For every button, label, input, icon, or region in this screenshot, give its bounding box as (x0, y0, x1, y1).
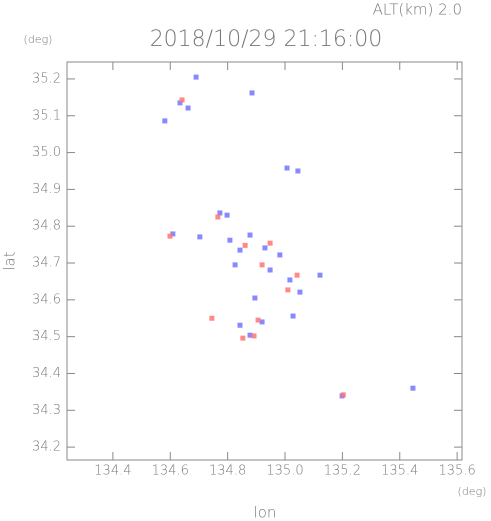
radar-point (277, 252, 283, 258)
radar-point (340, 392, 346, 398)
y-axis-title: lat (1, 251, 19, 270)
radar-point (227, 237, 233, 243)
y-tick-label: 35.1 (32, 108, 61, 123)
radar-point (240, 335, 246, 341)
x-tick-label: 134.6 (152, 464, 189, 479)
radar-point (167, 233, 173, 239)
radar-point (259, 319, 265, 325)
chart-subtitle: ALT(km) 2.0 (373, 1, 462, 19)
radar-point (295, 168, 301, 174)
y-tick-label: 34.5 (32, 329, 61, 344)
radar-point (237, 322, 243, 328)
x-unit: (deg) (458, 485, 487, 498)
radar-point (170, 231, 176, 237)
radar-point (317, 272, 323, 278)
radar-point (177, 100, 183, 106)
radar-point (290, 313, 296, 319)
radar-point (185, 105, 191, 111)
x-tick-label: 134.8 (209, 464, 246, 479)
chart-title: 2018/10/29 21:16:00 (150, 27, 383, 52)
y-unit: (deg) (24, 33, 53, 46)
y-tick-label: 34.3 (32, 403, 61, 418)
x-tick-label: 135.6 (439, 464, 476, 479)
radar-point (267, 240, 273, 246)
x-tick-label: 135.0 (266, 464, 303, 479)
radar-point (285, 287, 291, 293)
plot-frame (66, 61, 463, 461)
radar-point (294, 272, 300, 278)
radar-point (247, 232, 253, 238)
y-tick-label: 34.8 (32, 219, 61, 234)
radar-point (232, 262, 238, 268)
radar-point (251, 333, 257, 339)
y-tick-label: 34.9 (32, 182, 61, 197)
x-tick-label: 135.4 (381, 464, 418, 479)
radar-point (209, 315, 215, 321)
radar-point (215, 214, 221, 220)
y-tick-label: 34.7 (32, 256, 61, 271)
y-tick-label: 34.4 (32, 366, 61, 381)
radar-point (255, 317, 261, 323)
radar-point (252, 295, 258, 301)
x-axis-title: lon (254, 504, 277, 521)
y-tick-label: 35.2 (32, 71, 61, 86)
x-tick-label: 135.2 (324, 464, 361, 479)
radar-point (193, 74, 199, 80)
radar-point (410, 385, 416, 391)
y-tick-label: 34.2 (32, 440, 61, 455)
radar-point (247, 332, 253, 338)
radar-point (284, 165, 290, 171)
radar-point (267, 267, 273, 273)
radar-point (242, 242, 248, 248)
radar-point (262, 245, 268, 251)
radar-point (179, 97, 185, 103)
radar-point (237, 247, 243, 253)
radar-point (197, 234, 203, 240)
radar-point (217, 210, 223, 216)
radar-point (259, 262, 265, 268)
y-tick-label: 34.6 (32, 292, 61, 307)
radar-point (162, 118, 168, 124)
radar-point (224, 212, 230, 218)
y-tick-label: 35.0 (32, 145, 61, 160)
radar-point (297, 289, 303, 295)
x-tick-label: 134.4 (94, 464, 131, 479)
radar-point (287, 277, 293, 283)
radar-point (249, 90, 255, 96)
